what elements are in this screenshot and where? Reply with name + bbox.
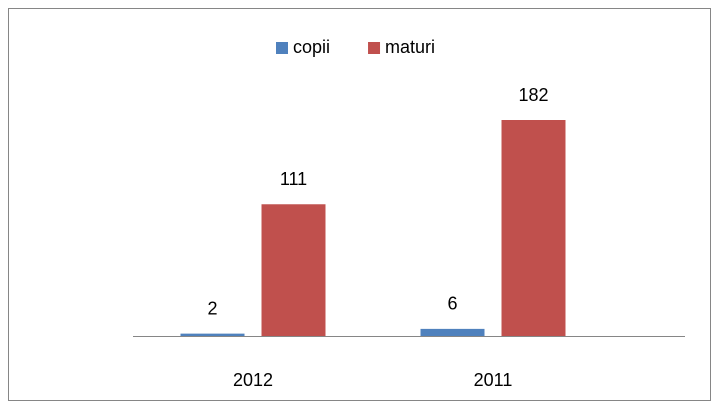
data-label: 182 (518, 85, 548, 105)
bar (180, 333, 245, 336)
x-tick-label: 2012 (233, 370, 273, 390)
legend-label: maturi (385, 37, 435, 57)
data-label: 6 (447, 294, 457, 314)
bar (420, 328, 485, 336)
legend-label: copii (293, 37, 330, 57)
bar (261, 204, 326, 336)
data-label: 2 (207, 298, 217, 318)
chart-frame (8, 8, 711, 401)
x-tick-label: 2011 (474, 370, 513, 390)
data-label: 111 (280, 169, 307, 189)
legend-swatch (368, 42, 381, 54)
legend-swatch (276, 42, 288, 54)
bar (501, 120, 566, 336)
